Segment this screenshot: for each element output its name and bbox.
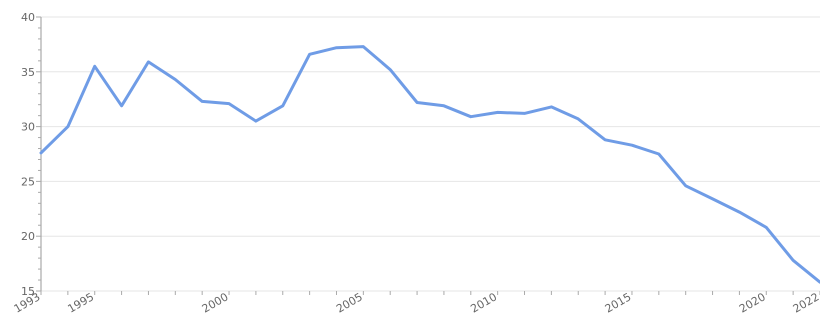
data-point xyxy=(174,78,176,80)
data-point xyxy=(577,118,579,120)
data-point xyxy=(416,101,418,103)
x-tick-label: 2000 xyxy=(200,290,231,315)
x-tick-label: 1995 xyxy=(65,290,96,315)
data-point xyxy=(523,112,525,114)
series-line-0 xyxy=(39,45,820,284)
data-point xyxy=(335,46,337,48)
y-tick-label: 20 xyxy=(21,230,35,243)
data-point xyxy=(443,105,445,107)
data-point xyxy=(550,106,552,108)
data-point xyxy=(658,153,660,155)
data-point xyxy=(765,226,767,228)
data-point xyxy=(684,185,686,187)
y-tick-label: 30 xyxy=(21,121,35,134)
axis-layer xyxy=(36,16,820,295)
y-tick-label: 25 xyxy=(21,175,35,188)
data-point xyxy=(147,61,149,63)
data-point xyxy=(67,125,69,127)
y-tick-label: 40 xyxy=(21,11,35,24)
data-point xyxy=(120,105,122,107)
data-point xyxy=(631,144,633,146)
data-point xyxy=(94,65,96,67)
data-point xyxy=(308,53,310,55)
x-tick-label: 2020 xyxy=(737,290,768,315)
data-point xyxy=(201,100,203,102)
y-tick-label: 35 xyxy=(21,66,35,79)
data-point xyxy=(711,198,713,200)
y-tick-label: 15 xyxy=(21,285,35,298)
data-point xyxy=(496,111,498,113)
x-tick-label: 2010 xyxy=(468,290,499,315)
x-tick-label: 2022 xyxy=(791,290,820,315)
data-point xyxy=(282,105,284,107)
series-layer xyxy=(39,45,820,284)
data-point xyxy=(738,211,740,213)
data-point xyxy=(40,152,42,154)
data-point xyxy=(604,139,606,141)
grid-layer xyxy=(41,16,820,292)
data-point xyxy=(362,45,364,47)
data-point xyxy=(792,259,794,261)
data-point xyxy=(389,68,391,70)
data-point xyxy=(228,102,230,104)
x-tick-label: 2005 xyxy=(334,290,365,315)
x-tick-label: 2015 xyxy=(603,290,634,315)
data-point xyxy=(470,116,472,118)
data-point xyxy=(255,120,257,122)
